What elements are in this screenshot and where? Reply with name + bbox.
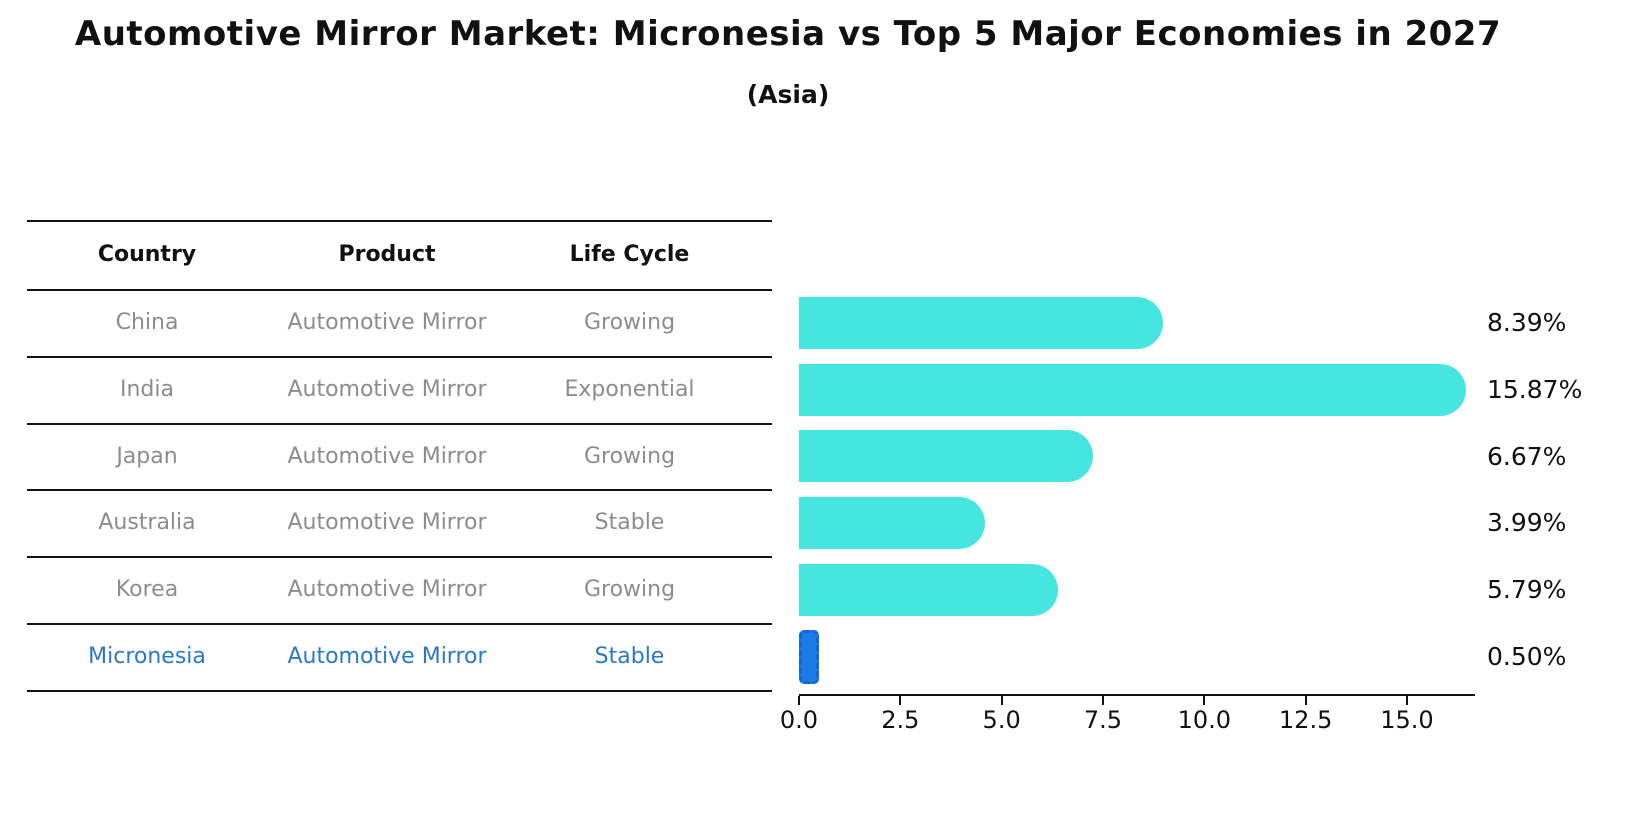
table-cell-micronesia-country: Micronesia — [88, 644, 206, 669]
value-label-japan: 6.67% — [1487, 441, 1567, 471]
value-label-korea: 5.79% — [1487, 575, 1567, 604]
table-cell-india-life-cycle: Exponential — [564, 377, 695, 402]
x-axis-tick — [1405, 696, 1408, 705]
column-header-product: Product — [338, 242, 436, 267]
bar-micronesia — [799, 629, 820, 684]
x-axis-tick — [1203, 696, 1206, 705]
table-cell-korea-country: Korea — [115, 577, 179, 602]
bar-australia — [799, 496, 985, 549]
bar-korea — [799, 563, 1058, 616]
x-axis-line — [799, 694, 1475, 696]
value-label-micronesia: 0.50% — [1487, 642, 1567, 671]
table-row-rule — [27, 356, 772, 358]
table-cell-china-country: China — [115, 310, 179, 335]
x-axis-tick — [1000, 696, 1003, 705]
bar-india — [799, 363, 1467, 416]
table-cell-japan-life-cycle: Growing — [583, 443, 676, 469]
table-cell-china-product: Automotive Mirror — [287, 310, 487, 335]
column-header-country: Country — [97, 242, 197, 267]
table-cell-micronesia-product: Automotive Mirror — [287, 644, 487, 669]
x-axis-tick-label: 15.0 — [1380, 706, 1434, 734]
table-cell-india-product: Automotive Mirror — [287, 377, 487, 402]
x-axis-tick — [1101, 696, 1104, 705]
table-bottom-rule — [27, 690, 772, 692]
table-row-rule — [27, 423, 772, 425]
bar-japan — [799, 430, 1094, 482]
table-cell-micronesia-life-cycle: Stable — [594, 644, 665, 669]
x-axis-tick-label: 10.0 — [1177, 706, 1232, 734]
x-axis-tick-label: 12.5 — [1278, 706, 1333, 734]
table-row-rule — [27, 556, 772, 558]
table-top-rule — [27, 220, 772, 222]
table-row-rule — [27, 623, 772, 625]
table-row-rule — [27, 289, 772, 291]
table-cell-korea-product: Automotive Mirror — [287, 577, 487, 602]
value-label-australia: 3.99% — [1487, 508, 1567, 537]
x-axis-tick-label: 5.0 — [982, 706, 1021, 734]
x-axis-tick-label: 2.5 — [881, 706, 920, 734]
column-header-life-cycle: Life Cycle — [569, 242, 690, 267]
x-axis-tick — [798, 696, 800, 705]
x-axis-tick — [1304, 696, 1307, 705]
x-axis-tick-label: 0.0 — [779, 706, 819, 734]
table-cell-australia-life-cycle: Stable — [594, 510, 665, 535]
table-cell-china-life-cycle: Growing — [583, 310, 676, 335]
table-cell-korea-life-cycle: Growing — [583, 577, 676, 602]
value-label-india: 15.87% — [1487, 375, 1583, 404]
table-cell-japan-country: Japan — [116, 443, 178, 469]
value-label-china: 8.39% — [1487, 308, 1567, 337]
table-cell-japan-product: Automotive Mirror — [287, 443, 487, 469]
bar-china — [799, 296, 1164, 349]
table-row-rule — [27, 489, 772, 491]
x-axis-tick-label: 7.5 — [1083, 706, 1123, 734]
x-axis-tick — [899, 696, 902, 705]
table-cell-india-country: India — [120, 377, 174, 402]
chart-title: Automotive Mirror Market: Micronesia vs … — [74, 14, 1502, 54]
table-cell-australia-country: Australia — [98, 510, 196, 535]
chart-subtitle: (Asia) — [746, 80, 830, 109]
table-cell-australia-product: Automotive Mirror — [287, 510, 487, 535]
